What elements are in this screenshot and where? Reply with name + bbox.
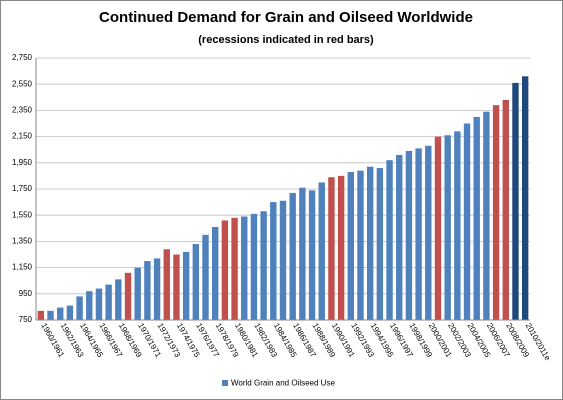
bar [115, 279, 122, 320]
y-tick-label: 1,550 [12, 210, 33, 219]
bar [279, 200, 287, 320]
bar [76, 296, 83, 320]
y-tick-label: 1,750 [12, 184, 33, 193]
bar [270, 202, 277, 320]
y-tick-label: 2,150 [12, 132, 33, 141]
bar [425, 145, 432, 320]
bar [241, 216, 248, 320]
bar [454, 131, 461, 320]
bar [250, 213, 258, 320]
bar [328, 177, 335, 320]
bar [211, 226, 219, 320]
chart-title: Continued Demand for Grain and Oilseed W… [99, 9, 473, 26]
bar [289, 192, 296, 320]
bar [182, 251, 190, 320]
y-tick-label: 1,150 [12, 263, 33, 272]
bar [308, 190, 316, 320]
bar [318, 182, 325, 320]
bar [521, 76, 529, 320]
bar [173, 254, 180, 320]
bar [221, 220, 229, 320]
y-tick-label: 1,350 [12, 237, 33, 246]
bar [231, 217, 238, 320]
bar [463, 123, 471, 320]
bar [386, 160, 393, 320]
bar [47, 310, 54, 320]
bar [105, 284, 112, 320]
bar [337, 175, 345, 320]
bar [202, 234, 209, 320]
bar [366, 166, 374, 320]
bar [153, 258, 161, 320]
bar [434, 136, 442, 320]
bar [57, 307, 64, 320]
bar [134, 267, 141, 320]
bar [86, 291, 93, 320]
bar [512, 82, 519, 320]
bar [163, 249, 170, 320]
y-tick-label: 2,350 [12, 106, 33, 115]
bar [492, 105, 500, 320]
bar [37, 310, 45, 320]
bar [144, 261, 151, 320]
bar [66, 305, 74, 320]
bar [95, 288, 103, 320]
chart-subtitle: (recessions indicated in red bars) [198, 34, 374, 46]
y-tick-label: 2,550 [12, 79, 33, 88]
y-tick-label: 750 [19, 315, 33, 324]
bar [376, 168, 384, 320]
bar [347, 171, 355, 320]
bar [396, 154, 403, 320]
bar [192, 244, 200, 320]
bar [260, 211, 267, 320]
bar [405, 151, 413, 320]
y-tick-label: 2,750 [12, 53, 33, 62]
bar [357, 170, 364, 320]
y-tick-label: 1,950 [12, 158, 33, 167]
bar [483, 111, 490, 321]
y-tick-label: 950 [19, 289, 33, 298]
legend-swatch [222, 380, 228, 386]
bar [124, 272, 132, 320]
bar [299, 187, 306, 320]
legend-label: World Grain and Oilseed Use [231, 379, 335, 388]
bar [444, 135, 451, 320]
bar [473, 116, 480, 320]
bar [502, 99, 509, 320]
bar [415, 148, 422, 320]
